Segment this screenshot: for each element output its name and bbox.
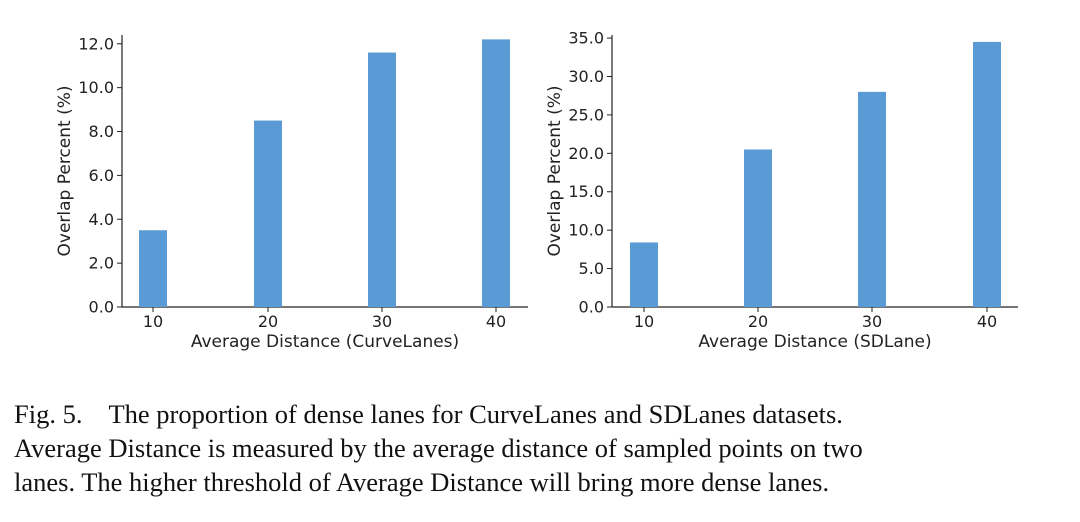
figure-number: Fig. 5.: [14, 399, 83, 429]
y-tick-label: 10.0: [568, 221, 604, 240]
x-tick-label: 40: [977, 312, 997, 331]
x-tick-label: 30: [862, 312, 882, 331]
bar: [744, 149, 772, 307]
y-tick-label: 10.0: [78, 78, 114, 97]
y-tick-label: 5.0: [579, 259, 604, 278]
caption-line-2: Average Distance is measured by the aver…: [14, 433, 863, 463]
x-tick-label: 10: [143, 312, 163, 331]
bar: [482, 39, 510, 308]
y-tick-label: 15.0: [568, 182, 604, 201]
bar: [858, 91, 886, 307]
y-tick-label: 8.0: [89, 122, 114, 141]
y-tick-label: 30.0: [568, 67, 604, 86]
caption-line-3: lanes. The higher threshold of Average D…: [14, 467, 830, 497]
y-axis-label: Overlap Percent (%): [55, 85, 75, 256]
x-tick-label: 20: [258, 312, 278, 331]
y-tick-label: 0.0: [89, 298, 114, 317]
bar: [139, 230, 167, 307]
bar: [973, 41, 1001, 307]
bar: [368, 52, 396, 307]
y-tick-label: 0.0: [579, 298, 604, 317]
x-tick-label: 20: [748, 312, 768, 331]
y-tick-label: 25.0: [568, 105, 604, 124]
chart-sdlane: 0.0 5.0 10.0 15.0 20.0 25.0 30.0 35.0 10 20 30 40 Av…: [545, 29, 1018, 352]
chart-curvelanes: 0.0 2.0 4.0 6.0 8.0 10.0 12.0 10 20 30 40 Average D…: [55, 34, 528, 352]
caption-text-1: The proportion of dense lanes for CurveL…: [108, 399, 843, 429]
caption-line-1: Fig. 5. The proportion of dense lanes for…: [14, 397, 1074, 431]
x-tick-label: 30: [372, 312, 392, 331]
figure-caption: Fig. 5. The proportion of dense lanes for…: [14, 397, 1074, 499]
x-axis-label: Average Distance (SDLane): [698, 332, 931, 352]
y-tick-label: 20.0: [568, 144, 604, 163]
y-tick-label: 12.0: [78, 34, 114, 53]
figure-charts: 0.0 2.0 4.0 6.0 8.0 10.0 12.0 10 20 30 40 Average D…: [55, 29, 1018, 352]
bar: [630, 242, 658, 307]
bar: [254, 120, 282, 307]
y-tick-label: 35.0: [568, 29, 604, 48]
x-tick-label: 10: [634, 312, 654, 331]
y-axis-label: Overlap Percent (%): [545, 85, 565, 256]
y-tick-label: 6.0: [89, 166, 114, 185]
y-tick-label: 4.0: [89, 210, 114, 229]
y-tick-label: 2.0: [89, 254, 114, 273]
x-tick-label: 40: [486, 312, 506, 331]
x-axis-label: Average Distance (CurveLanes): [191, 332, 459, 352]
